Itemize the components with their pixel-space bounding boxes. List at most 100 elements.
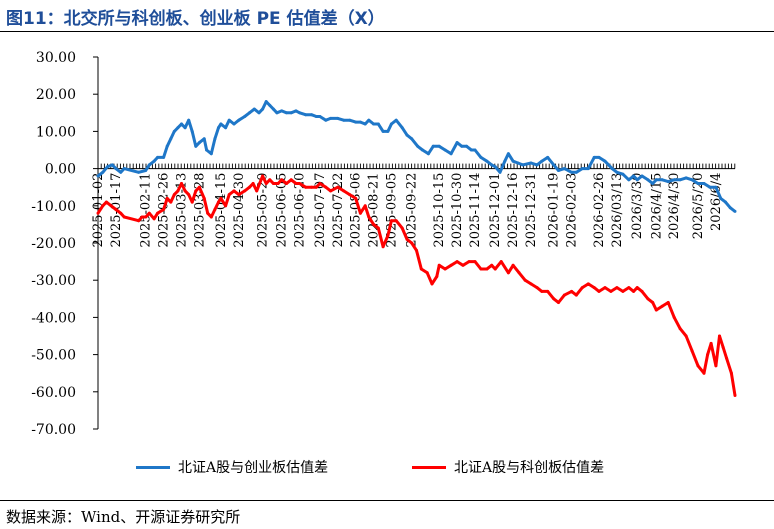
x-tick-label: 2025-06-20 — [293, 173, 308, 248]
data-point — [435, 275, 439, 278]
legend: 北证A股与创业板估值差 北证A股与科创板估值差 — [0, 457, 774, 479]
data-point — [310, 185, 313, 189]
data-point — [651, 301, 655, 304]
data-point — [557, 169, 560, 172]
data-point — [104, 200, 108, 204]
data-point — [358, 120, 362, 124]
data-point — [684, 176, 688, 180]
data-point — [696, 182, 700, 185]
data-point — [621, 289, 625, 293]
data-point — [586, 282, 590, 286]
data-point — [187, 118, 191, 122]
data-point — [394, 219, 398, 223]
data-point — [714, 364, 718, 368]
data-point — [421, 148, 424, 152]
data-point — [546, 289, 550, 293]
x-tick-label: 2026-01-19 — [547, 173, 562, 248]
data-point — [592, 286, 596, 290]
data-point — [506, 271, 510, 275]
data-point — [386, 234, 390, 238]
data-point — [381, 129, 385, 133]
data-point — [264, 100, 268, 104]
data-point — [426, 152, 430, 156]
data-point — [165, 196, 169, 200]
data-point — [666, 301, 670, 304]
data-point — [394, 118, 398, 122]
data-point — [101, 204, 105, 208]
data-point — [640, 174, 644, 178]
legend-label-star: 北证A股与科创板估值差 — [454, 460, 605, 476]
y-tick-label: -40.00 — [31, 310, 76, 326]
data-point — [248, 185, 251, 189]
data-point — [202, 137, 206, 141]
data-point — [609, 289, 613, 293]
data-point — [724, 200, 727, 204]
data-point — [521, 163, 525, 167]
data-point — [122, 167, 126, 171]
data-point — [718, 334, 721, 338]
data-point — [209, 152, 213, 156]
data-point — [702, 182, 706, 185]
data-point — [419, 267, 423, 271]
data-point — [540, 159, 544, 163]
data-point — [180, 122, 183, 126]
data-point — [646, 178, 650, 182]
data-point — [562, 167, 566, 171]
data-point — [106, 165, 109, 169]
x-tick-label: 2026/03/13 — [610, 173, 625, 248]
legend-item-chinext: 北证A股与创业板估值差 — [136, 457, 328, 477]
data-point — [405, 133, 409, 137]
data-point — [251, 182, 255, 185]
data-point — [294, 182, 298, 185]
x-tick-label: 2025-10-30 — [450, 173, 465, 248]
data-point — [546, 155, 550, 159]
data-point — [702, 371, 706, 375]
data-point — [479, 155, 483, 159]
data-point — [96, 174, 100, 178]
data-point — [96, 211, 100, 215]
data-point — [529, 282, 533, 286]
data-point — [449, 152, 453, 156]
data-point — [237, 193, 241, 197]
data-point — [535, 286, 539, 290]
data-point — [516, 161, 520, 165]
data-point — [172, 129, 176, 133]
data-point — [511, 159, 515, 163]
data-point — [479, 267, 483, 271]
data-point — [318, 115, 322, 118]
data-point — [152, 217, 156, 221]
data-point — [209, 215, 213, 219]
data-point — [285, 182, 288, 185]
data-point — [660, 304, 664, 308]
data-point — [389, 122, 393, 126]
x-tick-label: 2026/4/30 — [667, 173, 682, 240]
data-point — [400, 126, 404, 130]
data-point — [248, 111, 251, 115]
data-point — [635, 286, 639, 290]
x-tick-label: 2026-02-03 — [565, 173, 580, 248]
x-tick-label: 2025-11-14 — [468, 173, 483, 248]
data-point — [232, 122, 236, 126]
data-point — [719, 196, 723, 200]
data-point — [490, 263, 494, 267]
data-point — [410, 137, 414, 141]
data-point — [540, 289, 544, 293]
y-tick-label: 0.00 — [45, 162, 76, 178]
x-tick-label: 2025-07-07 — [313, 173, 328, 248]
data-point — [603, 286, 607, 290]
data-point — [690, 349, 694, 353]
y-tick-label: 10.00 — [36, 124, 76, 140]
data-point — [298, 182, 302, 185]
data-point — [473, 148, 477, 152]
series-layer — [96, 100, 737, 397]
data-point — [431, 144, 435, 148]
data-point — [152, 159, 156, 163]
data-point — [437, 263, 441, 267]
data-point — [147, 211, 151, 215]
data-point — [219, 122, 223, 126]
data-point — [499, 260, 503, 264]
data-point — [615, 170, 619, 174]
data-point — [443, 148, 447, 152]
data-point — [654, 178, 658, 182]
data-point — [348, 193, 352, 197]
